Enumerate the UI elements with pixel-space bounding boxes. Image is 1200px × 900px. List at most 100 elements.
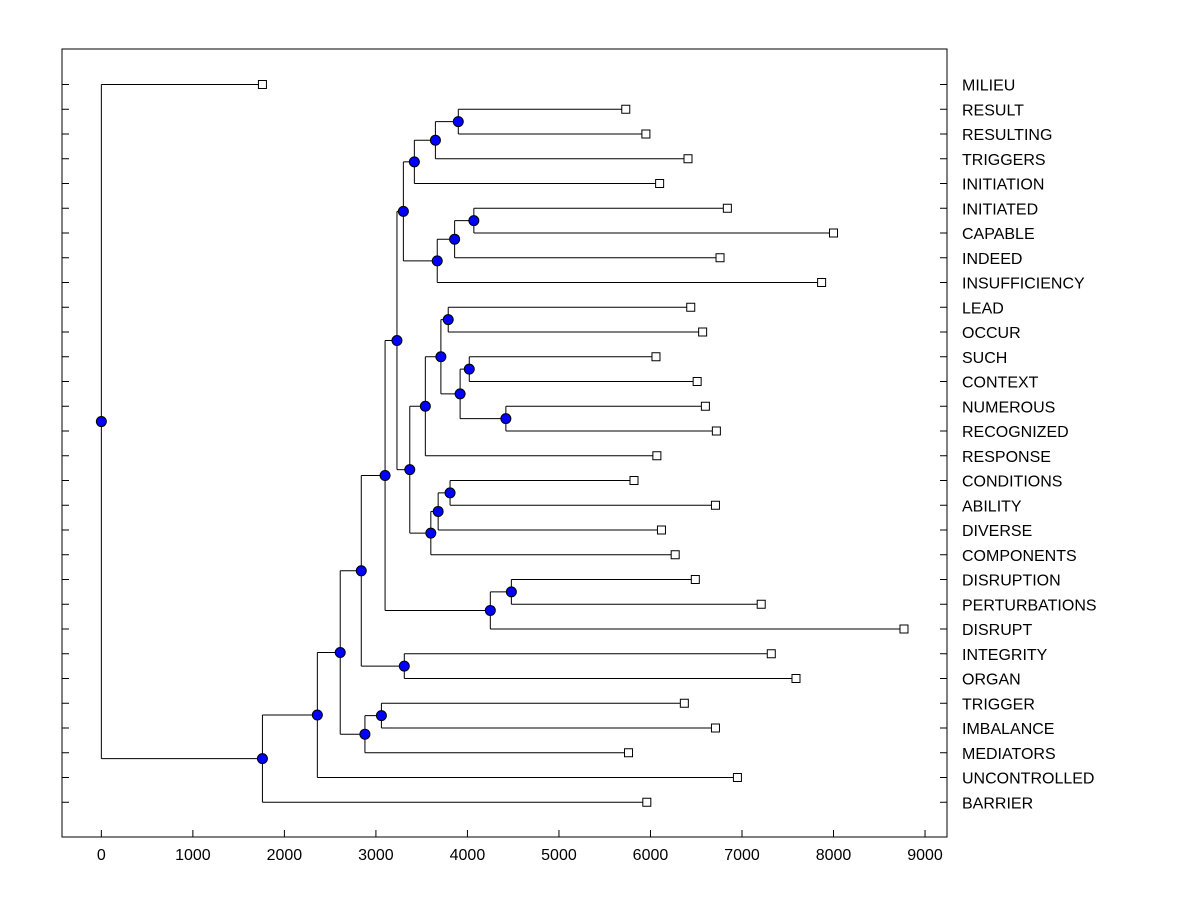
leaf-label: CONDITIONS — [962, 474, 1062, 491]
y-tick-group — [62, 84, 947, 803]
cluster-node-marker — [468, 215, 480, 227]
leaf-marker — [899, 624, 909, 634]
leaf-label: RESULTING — [962, 127, 1052, 144]
leaf-label: UNCONTROLLED — [962, 771, 1094, 788]
cluster-node-marker — [463, 363, 475, 375]
leaf-marker — [257, 80, 267, 89]
leaf-marker — [641, 129, 651, 139]
leaf-marker — [624, 748, 634, 758]
leaf-marker — [621, 104, 631, 114]
cluster-node-marker — [500, 413, 512, 425]
x-tick-label: 9000 — [907, 847, 943, 864]
leaf-marker — [817, 278, 827, 287]
leaf-label: RESPONSE — [962, 449, 1051, 466]
leaf-label: SUCH — [962, 350, 1007, 367]
cluster-node-marker — [419, 400, 431, 412]
leaf-marker — [829, 228, 839, 238]
cluster-node-marker — [435, 351, 447, 363]
leaf-marker — [679, 698, 689, 708]
cluster-node-marker — [442, 314, 454, 326]
leaf-marker — [629, 476, 639, 485]
leaf-label: BARRIER — [962, 795, 1033, 812]
leaf-marker — [722, 203, 732, 213]
cluster-node-marker — [484, 604, 496, 616]
cluster-node-marker — [444, 487, 456, 499]
leaf-label: ABILITY — [962, 498, 1022, 515]
x-tick-label: 8000 — [816, 847, 852, 864]
leaf-marker — [698, 327, 708, 337]
leaf-marker — [686, 302, 696, 312]
leaf-label: COMPONENTS — [962, 548, 1077, 565]
leaf-marker — [715, 253, 725, 263]
cluster-node-marker — [505, 586, 517, 598]
leaf-label: IMBALANCE — [962, 721, 1054, 738]
leaf-marker — [710, 723, 720, 733]
leaf-marker — [700, 401, 710, 411]
leaf-markers — [257, 80, 909, 807]
leaf-label: NUMEROUS — [962, 399, 1055, 416]
leaf-label: LEAD — [962, 300, 1004, 317]
leaf-marker — [651, 352, 661, 362]
x-tick-label: 0 — [97, 847, 106, 864]
cluster-node-marker — [334, 646, 346, 658]
leaf-marker — [732, 773, 742, 782]
leaf-label: RESULT — [962, 102, 1024, 119]
cluster-node-marker — [404, 464, 416, 476]
cluster-node-marker — [397, 205, 409, 217]
leaf-label: TRIGGERS — [962, 152, 1046, 169]
leaf-marker — [642, 797, 652, 807]
leaf-label: INDEED — [962, 251, 1022, 268]
leaf-label: MEDIATORS — [962, 746, 1056, 763]
leaf-label: ORGAN — [962, 672, 1021, 689]
x-tick-label: 3000 — [358, 847, 394, 864]
node-markers — [95, 116, 517, 765]
plot-frame — [61, 48, 948, 838]
cluster-node-marker — [95, 416, 107, 428]
cluster-node-marker — [431, 255, 443, 267]
leaf-label: TRIGGER — [962, 696, 1035, 713]
leaf-label: INTEGRITY — [962, 647, 1048, 664]
leaf-marker — [692, 377, 702, 386]
leaf-labels: MILIEU RESULT RESULTING TRIGGERS INITIATION I… — [962, 78, 1097, 813]
x-axis: 0 1000 2000 3000 4000 5000 6000 7000 8000 9000 — [97, 830, 943, 864]
cluster-node-marker — [449, 233, 461, 245]
leaf-label: CAPABLE — [962, 226, 1035, 243]
leaf-label: RECOGNIZED — [962, 424, 1069, 441]
cluster-node-marker — [375, 710, 387, 722]
leaf-marker — [655, 179, 665, 188]
leaf-marker — [690, 575, 700, 584]
x-tick-label: 5000 — [541, 847, 577, 864]
leaf-label: INITIATED — [962, 201, 1038, 218]
cluster-node-marker — [452, 116, 464, 128]
leaf-label: MILIEU — [962, 78, 1015, 95]
leaf-label: OCCUR — [962, 325, 1021, 342]
cluster-node-marker — [391, 335, 403, 347]
cluster-node-marker — [429, 134, 441, 146]
cluster-node-marker — [379, 469, 391, 481]
leaf-marker — [652, 451, 662, 461]
leaf-label: CONTEXT — [962, 375, 1039, 392]
leaf-label: DIVERSE — [962, 523, 1032, 540]
cluster-node-marker — [454, 388, 466, 400]
x-tick-label: 1000 — [175, 847, 211, 864]
cluster-node-marker — [359, 728, 371, 740]
cluster-node-marker — [408, 156, 420, 168]
leaf-label: DISRUPT — [962, 622, 1032, 639]
cluster-node-marker — [425, 527, 437, 539]
leaf-marker — [711, 426, 721, 436]
leaf-label: PERTURBATIONS — [962, 597, 1097, 614]
x-tick-label: 6000 — [633, 847, 669, 864]
x-tick-label: 7000 — [724, 847, 760, 864]
leaf-label: DISRUPTION — [962, 573, 1061, 590]
cluster-node-marker — [355, 565, 367, 577]
leaf-marker — [791, 674, 801, 683]
leaf-marker — [756, 599, 766, 609]
cluster-node-marker — [398, 660, 410, 672]
leaf-marker — [710, 500, 720, 510]
cluster-node-marker — [256, 753, 268, 765]
leaf-marker — [766, 649, 776, 659]
x-tick-label: 4000 — [450, 847, 486, 864]
leaf-label: INSUFFICIENCY — [962, 276, 1085, 293]
cluster-node-marker — [311, 709, 323, 721]
leaf-marker — [683, 154, 693, 164]
